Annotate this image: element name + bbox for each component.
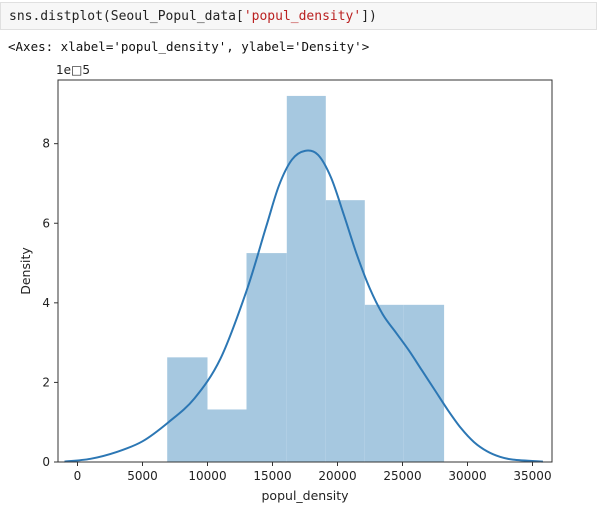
histogram-bar-6: [403, 304, 445, 462]
x-tick-label: 15000: [253, 469, 291, 483]
x-tick-label: 0: [74, 469, 82, 483]
histogram-bar-5: [364, 304, 404, 462]
y-scale-label: 1e□5: [56, 63, 90, 77]
output-repr: <Axes: xlabel='popul_density', ylabel='D…: [8, 39, 370, 54]
y-axis-label: Density: [18, 247, 33, 295]
histogram-bar-1: [207, 409, 247, 462]
y-axis-ticks: 0 2 4 6 8: [42, 137, 58, 469]
y-tick-label: 8: [42, 137, 50, 151]
x-axis-ticks: 0 5000 10000 15000 20000 25000 30000 35000: [74, 462, 552, 483]
code-string: 'popul_density': [243, 9, 362, 24]
x-tick-label: 25000: [383, 469, 421, 483]
histogram-bar-4: [325, 200, 365, 462]
y-tick-label: 2: [42, 375, 50, 389]
histogram-bars: [167, 95, 445, 463]
x-axis-label: popul_density: [262, 488, 350, 503]
x-tick-label: 30000: [448, 469, 486, 483]
code-prefix: sns.distplot(Seoul_Popul_data[: [9, 9, 244, 24]
y-tick-label: 4: [42, 296, 50, 310]
histogram-bar-0: [167, 357, 208, 462]
y-tick-label: 0: [42, 455, 50, 469]
code-suffix: ]): [361, 9, 377, 24]
kde-curve: [64, 149, 543, 463]
x-tick-label: 10000: [188, 469, 226, 483]
plot-frame: [57, 79, 553, 463]
y-tick-label: 6: [42, 216, 50, 230]
x-tick-label: 5000: [127, 469, 158, 483]
x-tick-label: 20000: [318, 469, 356, 483]
code-cell-input[interactable]: sns.distplot(Seoul_Popul_data['popul_den…: [0, 2, 597, 30]
code-line: sns.distplot(Seoul_Popul_data['popul_den…: [9, 9, 377, 24]
histogram-bar-2: [246, 253, 287, 462]
x-tick-label: 35000: [513, 469, 551, 483]
